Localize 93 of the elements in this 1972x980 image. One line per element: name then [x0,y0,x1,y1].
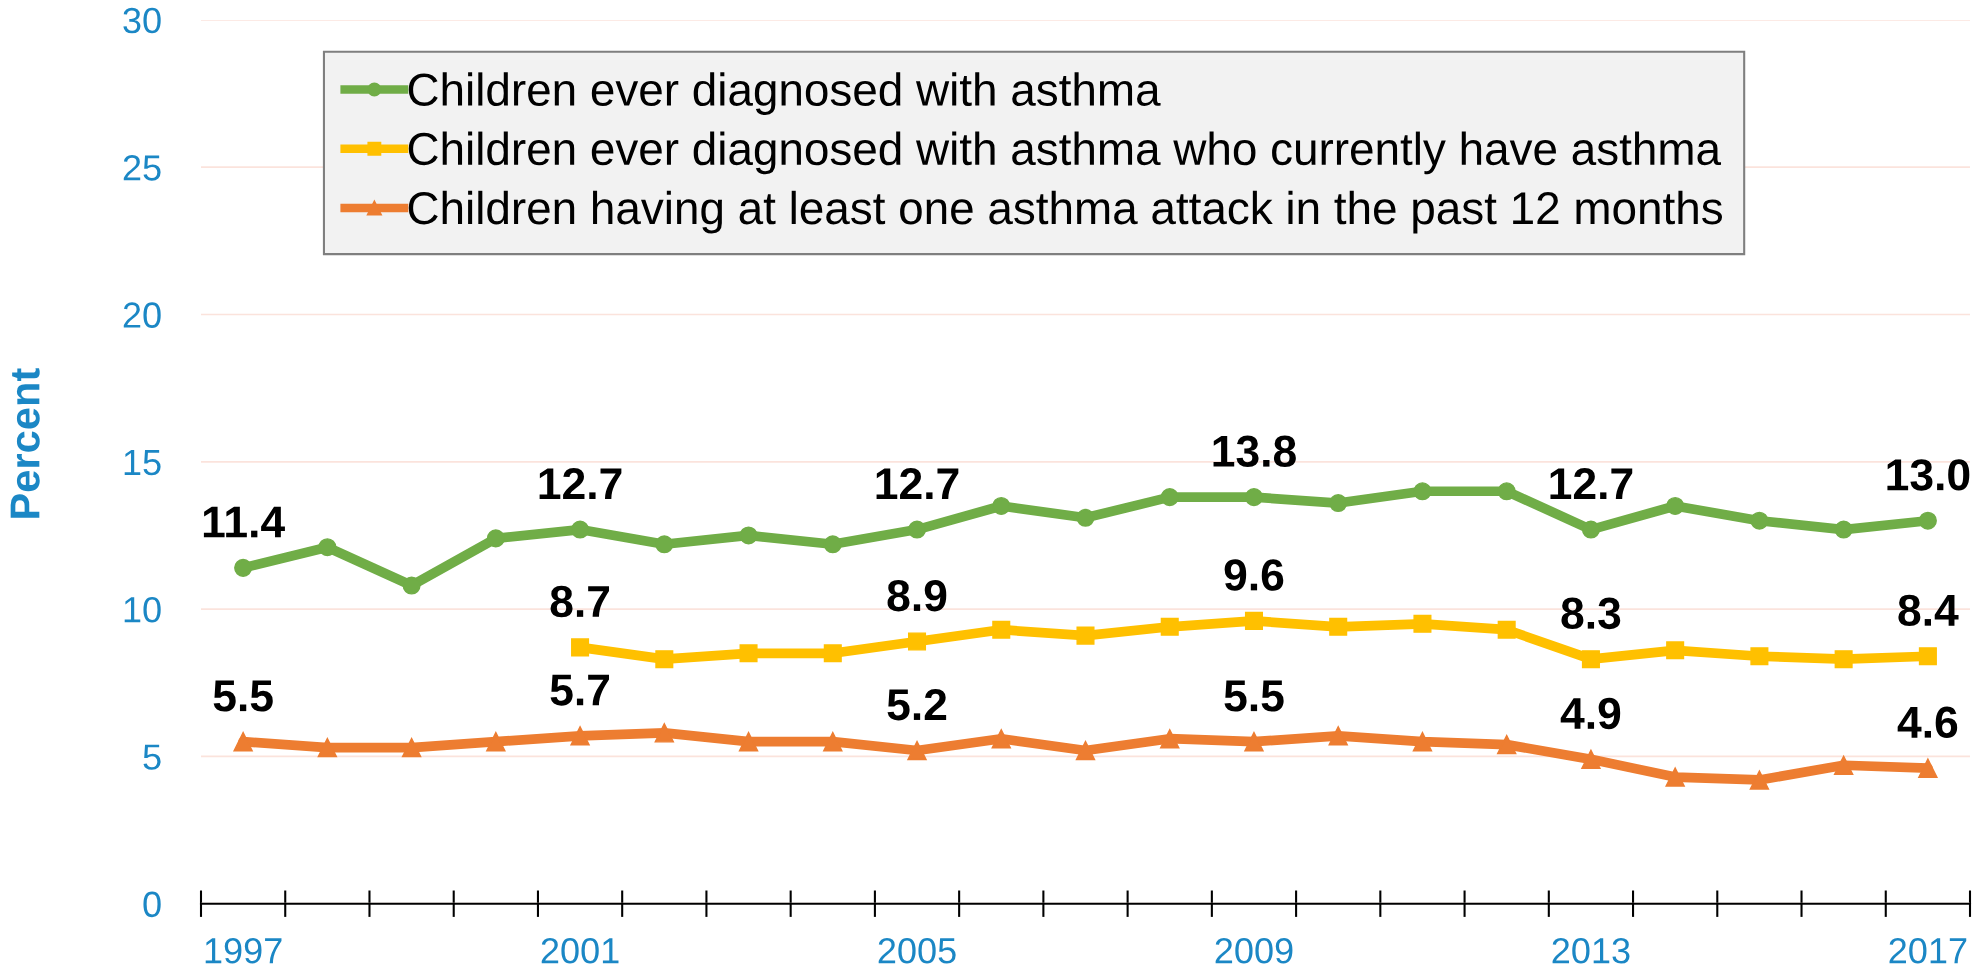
point [1413,614,1432,633]
point [907,520,927,539]
point [1918,758,1938,778]
point [1581,749,1601,770]
y-axis-title: Percent [10,368,40,518]
data-label: 9.6 [1224,559,1284,591]
y-tick-label: 25 [123,155,161,181]
point [1160,488,1179,507]
point [1076,508,1095,527]
data-label: 5.7 [550,674,610,706]
point [401,737,422,758]
x-tick-label: 2013 [1552,937,1630,964]
point [1833,755,1854,775]
point [1160,729,1180,749]
point [234,558,253,577]
point [233,731,253,752]
data-label: 8.7 [550,585,610,618]
data-label: 4.9 [1560,697,1621,730]
data-label: 5.5 [213,680,273,712]
legend-label: Children having at least one asthma attack in the past 12 months [408,190,1723,234]
x-tick-label: 1997 [205,937,282,964]
y-tick-label: 20 [123,302,161,328]
point [1328,726,1348,746]
point [570,726,590,746]
point [1244,611,1264,630]
data-label: 12.7 [539,467,622,499]
point [1918,511,1937,530]
legend-label: Children ever diagnosed with asthma [408,72,1161,116]
point [1749,770,1770,790]
point [907,740,927,761]
point [1750,511,1769,530]
point [1496,734,1517,755]
point [317,737,338,758]
point [1666,496,1685,516]
point [1665,767,1685,787]
data-label: 8.3 [1561,597,1621,630]
x-tick-label: 2005 [878,937,956,964]
x-tick-label: 2017 [1889,937,1967,964]
data-label: 11.4 [203,506,285,538]
point [1244,731,1264,752]
point [1497,620,1516,639]
point [1244,488,1264,507]
point [823,535,842,554]
point [571,520,590,539]
point [1497,482,1516,501]
point [823,731,843,752]
data-label: 8.4 [1898,594,1959,627]
point [1075,740,1096,761]
y-tick-label: 10 [124,596,161,623]
point [486,731,506,752]
point [1666,641,1685,660]
x-tick-label: 2009 [1215,937,1293,964]
point [739,526,758,545]
point [1581,650,1600,669]
x-tick-label: 2001 [541,937,619,964]
point [655,535,674,554]
point [318,538,337,557]
point [1750,647,1769,666]
y-tick-label: 15 [124,450,161,476]
point [1581,520,1600,539]
point [1329,494,1348,513]
point [1329,617,1348,636]
legend-label: Children ever diagnosed with asthma who currently have asthma [408,131,1722,175]
point [1160,617,1179,636]
point [907,632,927,651]
data-label: 12.7 [1550,467,1633,499]
data-label: 5.5 [1224,680,1284,712]
data-label: 12.7 [876,467,959,499]
y-tick-label: 0 [143,891,161,918]
point [1834,520,1853,539]
point [1834,650,1853,669]
data-label: 5.2 [887,688,947,721]
data-label: 8.9 [887,579,947,612]
point [739,644,758,663]
point [823,644,842,663]
data-label: 13.8 [1213,435,1296,468]
point [486,529,505,548]
data-label: 13.0 [1887,459,1970,491]
point [571,638,590,657]
point [992,620,1011,639]
data-label: 4.6 [1897,706,1958,739]
point [654,723,675,743]
point [1413,482,1432,501]
y-tick-label: 30 [123,7,161,34]
y-tick-label: 5 [143,744,161,770]
point [1076,626,1095,645]
point [402,576,421,595]
point [1918,647,1937,666]
point [992,496,1011,516]
point [738,731,759,752]
point [1412,731,1433,752]
point [655,650,674,669]
point [991,729,1011,749]
